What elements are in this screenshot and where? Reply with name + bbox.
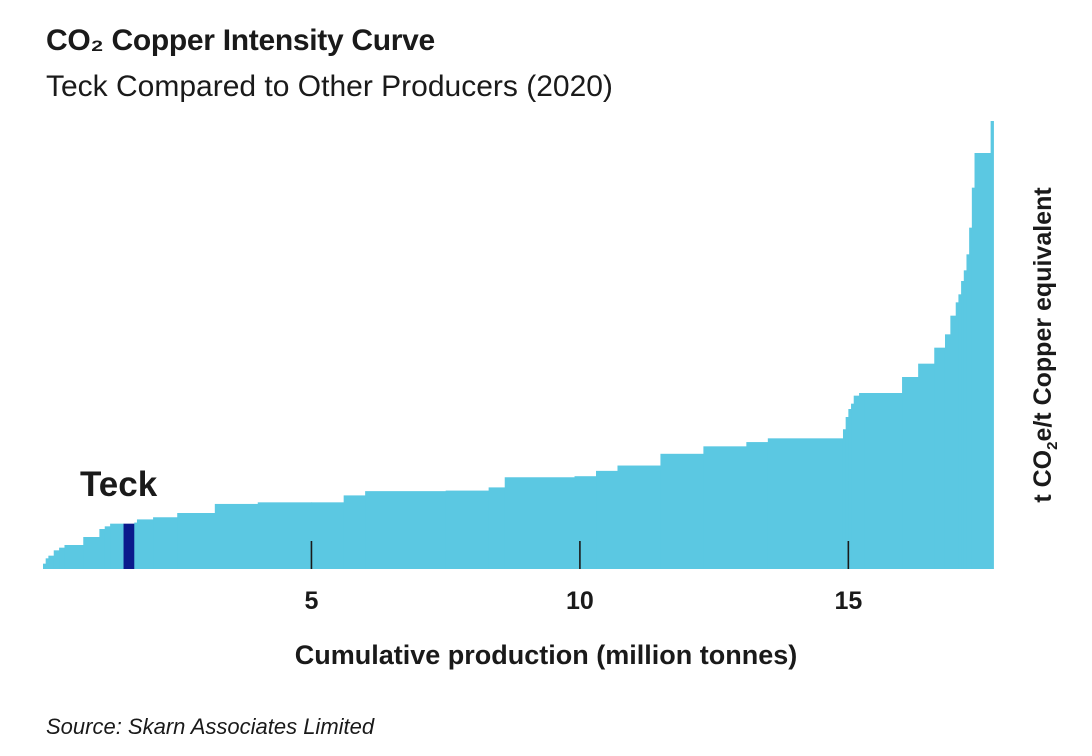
producer-bar (746, 442, 769, 569)
producer-bar (574, 476, 597, 569)
producer-bar (955, 302, 960, 569)
producer-bar (864, 393, 903, 569)
producer-bar (617, 465, 662, 569)
producer-bar (136, 519, 154, 569)
producer-bar (963, 270, 968, 569)
y-axis-label-main: t CO (1029, 449, 1057, 503)
producer-bar (104, 526, 111, 569)
chart-subtitle: Teck Compared to Other Producers (2020) (46, 70, 613, 103)
producer-bar (214, 503, 259, 569)
producer-bar (48, 555, 55, 569)
producer-bar (134, 522, 138, 569)
producer-bar (767, 438, 844, 569)
producer-bar (966, 254, 970, 570)
producer-bar (961, 281, 965, 569)
producer-bar (969, 227, 973, 569)
x-tick-label: 15 (834, 587, 862, 615)
y-axis-label-rest: e/t Copper equivalent (1029, 187, 1057, 442)
producer-bar (53, 550, 60, 569)
producer-bar (845, 417, 849, 569)
producer-bar (918, 363, 935, 569)
producer-bar (974, 153, 992, 569)
producer-bar (859, 393, 866, 569)
producer-bar (445, 490, 490, 569)
producer-bar (851, 403, 855, 569)
producer-bar (848, 409, 852, 569)
producer-bar (944, 334, 951, 569)
producer-bar (59, 547, 66, 569)
producer-bar (177, 513, 216, 569)
x-tick-label: 5 (304, 587, 318, 615)
teck-bar (123, 523, 135, 569)
y-axis-label-subscript: 2 (1044, 441, 1061, 450)
producer-bar (504, 477, 576, 569)
x-ticks-group: 5 10 15 (304, 541, 862, 615)
producer-bar (703, 446, 747, 569)
producer-bar (311, 502, 345, 569)
teck-annotation: Teck (80, 465, 158, 504)
x-axis-label: Cumulative production (million tonnes) (294, 640, 798, 670)
producer-bar (990, 121, 994, 569)
producer-bar (153, 517, 178, 569)
producer-bar (958, 294, 962, 569)
producer-bar (902, 377, 919, 569)
producer-bar (45, 558, 49, 569)
producer-bar (660, 453, 704, 569)
x-tick-label: 10 (566, 587, 594, 615)
producer-bar (365, 491, 447, 569)
chart-title: CO₂ Copper Intensity Curve (46, 24, 435, 57)
producer-bar (842, 429, 847, 569)
y-axis-label: t CO2e/t Copper equivalent (1029, 187, 1061, 502)
producer-bar (83, 537, 100, 569)
producer-bar (343, 495, 366, 569)
producer-bar (257, 502, 313, 569)
producer-bar (853, 395, 860, 569)
producer-bar (99, 529, 106, 569)
producer-bar (488, 487, 506, 569)
producer-bar (950, 315, 957, 569)
producer-bar (596, 470, 619, 569)
producer-bar (110, 523, 125, 569)
producer-bar (971, 187, 976, 569)
producer-bar (64, 545, 84, 569)
source-note: Source: Skarn Associates Limited (46, 714, 375, 739)
producer-bar (43, 563, 47, 569)
bars-group (43, 121, 994, 570)
producer-bar (934, 347, 946, 569)
